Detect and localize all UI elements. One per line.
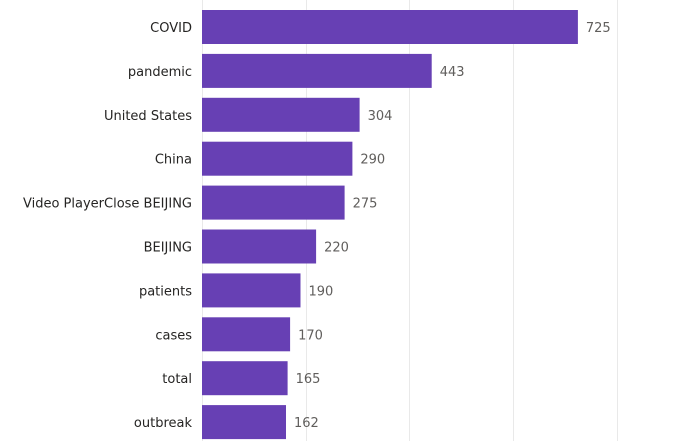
bar-9[interactable] bbox=[202, 405, 286, 440]
value-label-1: 443 bbox=[440, 65, 465, 80]
bar-4[interactable] bbox=[202, 185, 345, 220]
category-label-5: BEIJING bbox=[144, 241, 192, 256]
bars bbox=[202, 10, 578, 440]
bar-1[interactable] bbox=[202, 53, 432, 88]
value-labels: 725 443 304 290 275 220 190 170 165 162 bbox=[294, 21, 611, 431]
bar-2[interactable] bbox=[202, 97, 360, 132]
value-label-9: 162 bbox=[294, 416, 319, 431]
value-label-7: 170 bbox=[298, 328, 323, 343]
category-label-4: Video PlayerClose BEIJING bbox=[23, 197, 192, 212]
bar-0[interactable] bbox=[202, 10, 578, 44]
value-label-4: 275 bbox=[353, 197, 378, 212]
value-label-3: 290 bbox=[360, 153, 385, 168]
category-label-9: outbreak bbox=[134, 416, 193, 431]
bar-6[interactable] bbox=[202, 273, 301, 308]
category-label-6: patients bbox=[139, 284, 192, 299]
category-labels: COVID pandemic United States China Video Pla… bbox=[23, 21, 192, 431]
category-label-7: cases bbox=[155, 328, 192, 343]
value-label-0: 725 bbox=[586, 21, 611, 36]
category-label-8: total bbox=[162, 372, 192, 387]
value-label-6: 190 bbox=[309, 284, 334, 299]
bar-7[interactable] bbox=[202, 317, 291, 352]
category-label-3: China bbox=[155, 153, 192, 168]
category-label-1: pandemic bbox=[128, 65, 192, 80]
value-label-8: 165 bbox=[296, 372, 321, 387]
bar-5[interactable] bbox=[202, 229, 317, 264]
bar-3[interactable] bbox=[202, 141, 353, 176]
category-label-2: United States bbox=[104, 109, 192, 124]
category-label-0: COVID bbox=[150, 21, 192, 36]
bar-8[interactable] bbox=[202, 361, 288, 396]
value-label-5: 220 bbox=[324, 241, 349, 256]
value-label-2: 304 bbox=[368, 109, 393, 124]
